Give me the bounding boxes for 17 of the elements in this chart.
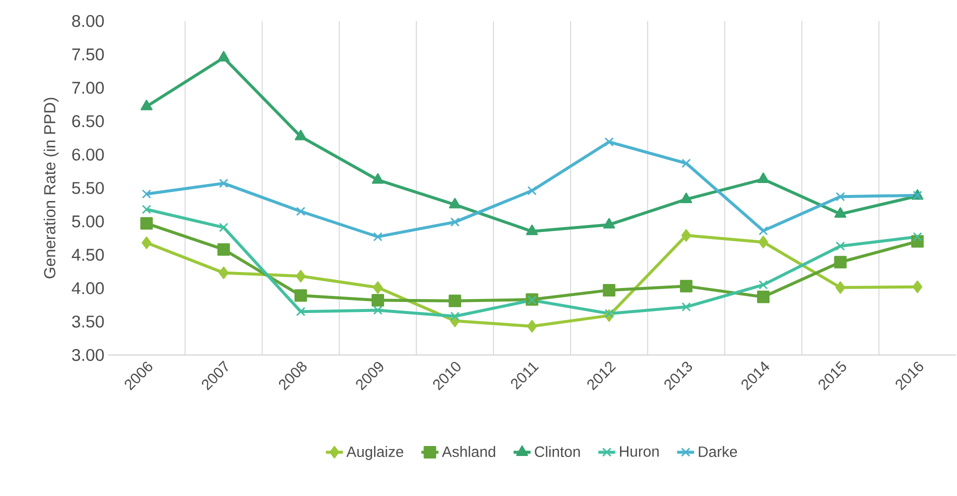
legend-label: Ashland [442,446,496,458]
y-tick-label: 3.50 [72,316,104,328]
y-tick-label: 5.50 [72,182,104,194]
y-tick-label: 4.50 [72,248,104,261]
legend-label: Darke [698,446,737,458]
y-tick-label: 7.00 [72,82,104,94]
legend-label: Clinton [534,446,580,458]
y-tick-label: 5.00 [72,215,104,228]
legend-label: Huron [620,446,659,457]
y-tick-label: 7.50 [72,48,104,60]
y-tick-label: 6.50 [72,115,104,128]
y-tick-label: 4.00 [72,282,104,294]
y-tick-label: 8.00 [72,14,104,28]
legend-label: Auglaize [346,446,404,460]
y-tick-label: 3.00 [72,348,104,362]
y-axis-title: Generation Rate (in PPD) [44,98,59,278]
y-tick-label: 6.00 [72,148,104,161]
